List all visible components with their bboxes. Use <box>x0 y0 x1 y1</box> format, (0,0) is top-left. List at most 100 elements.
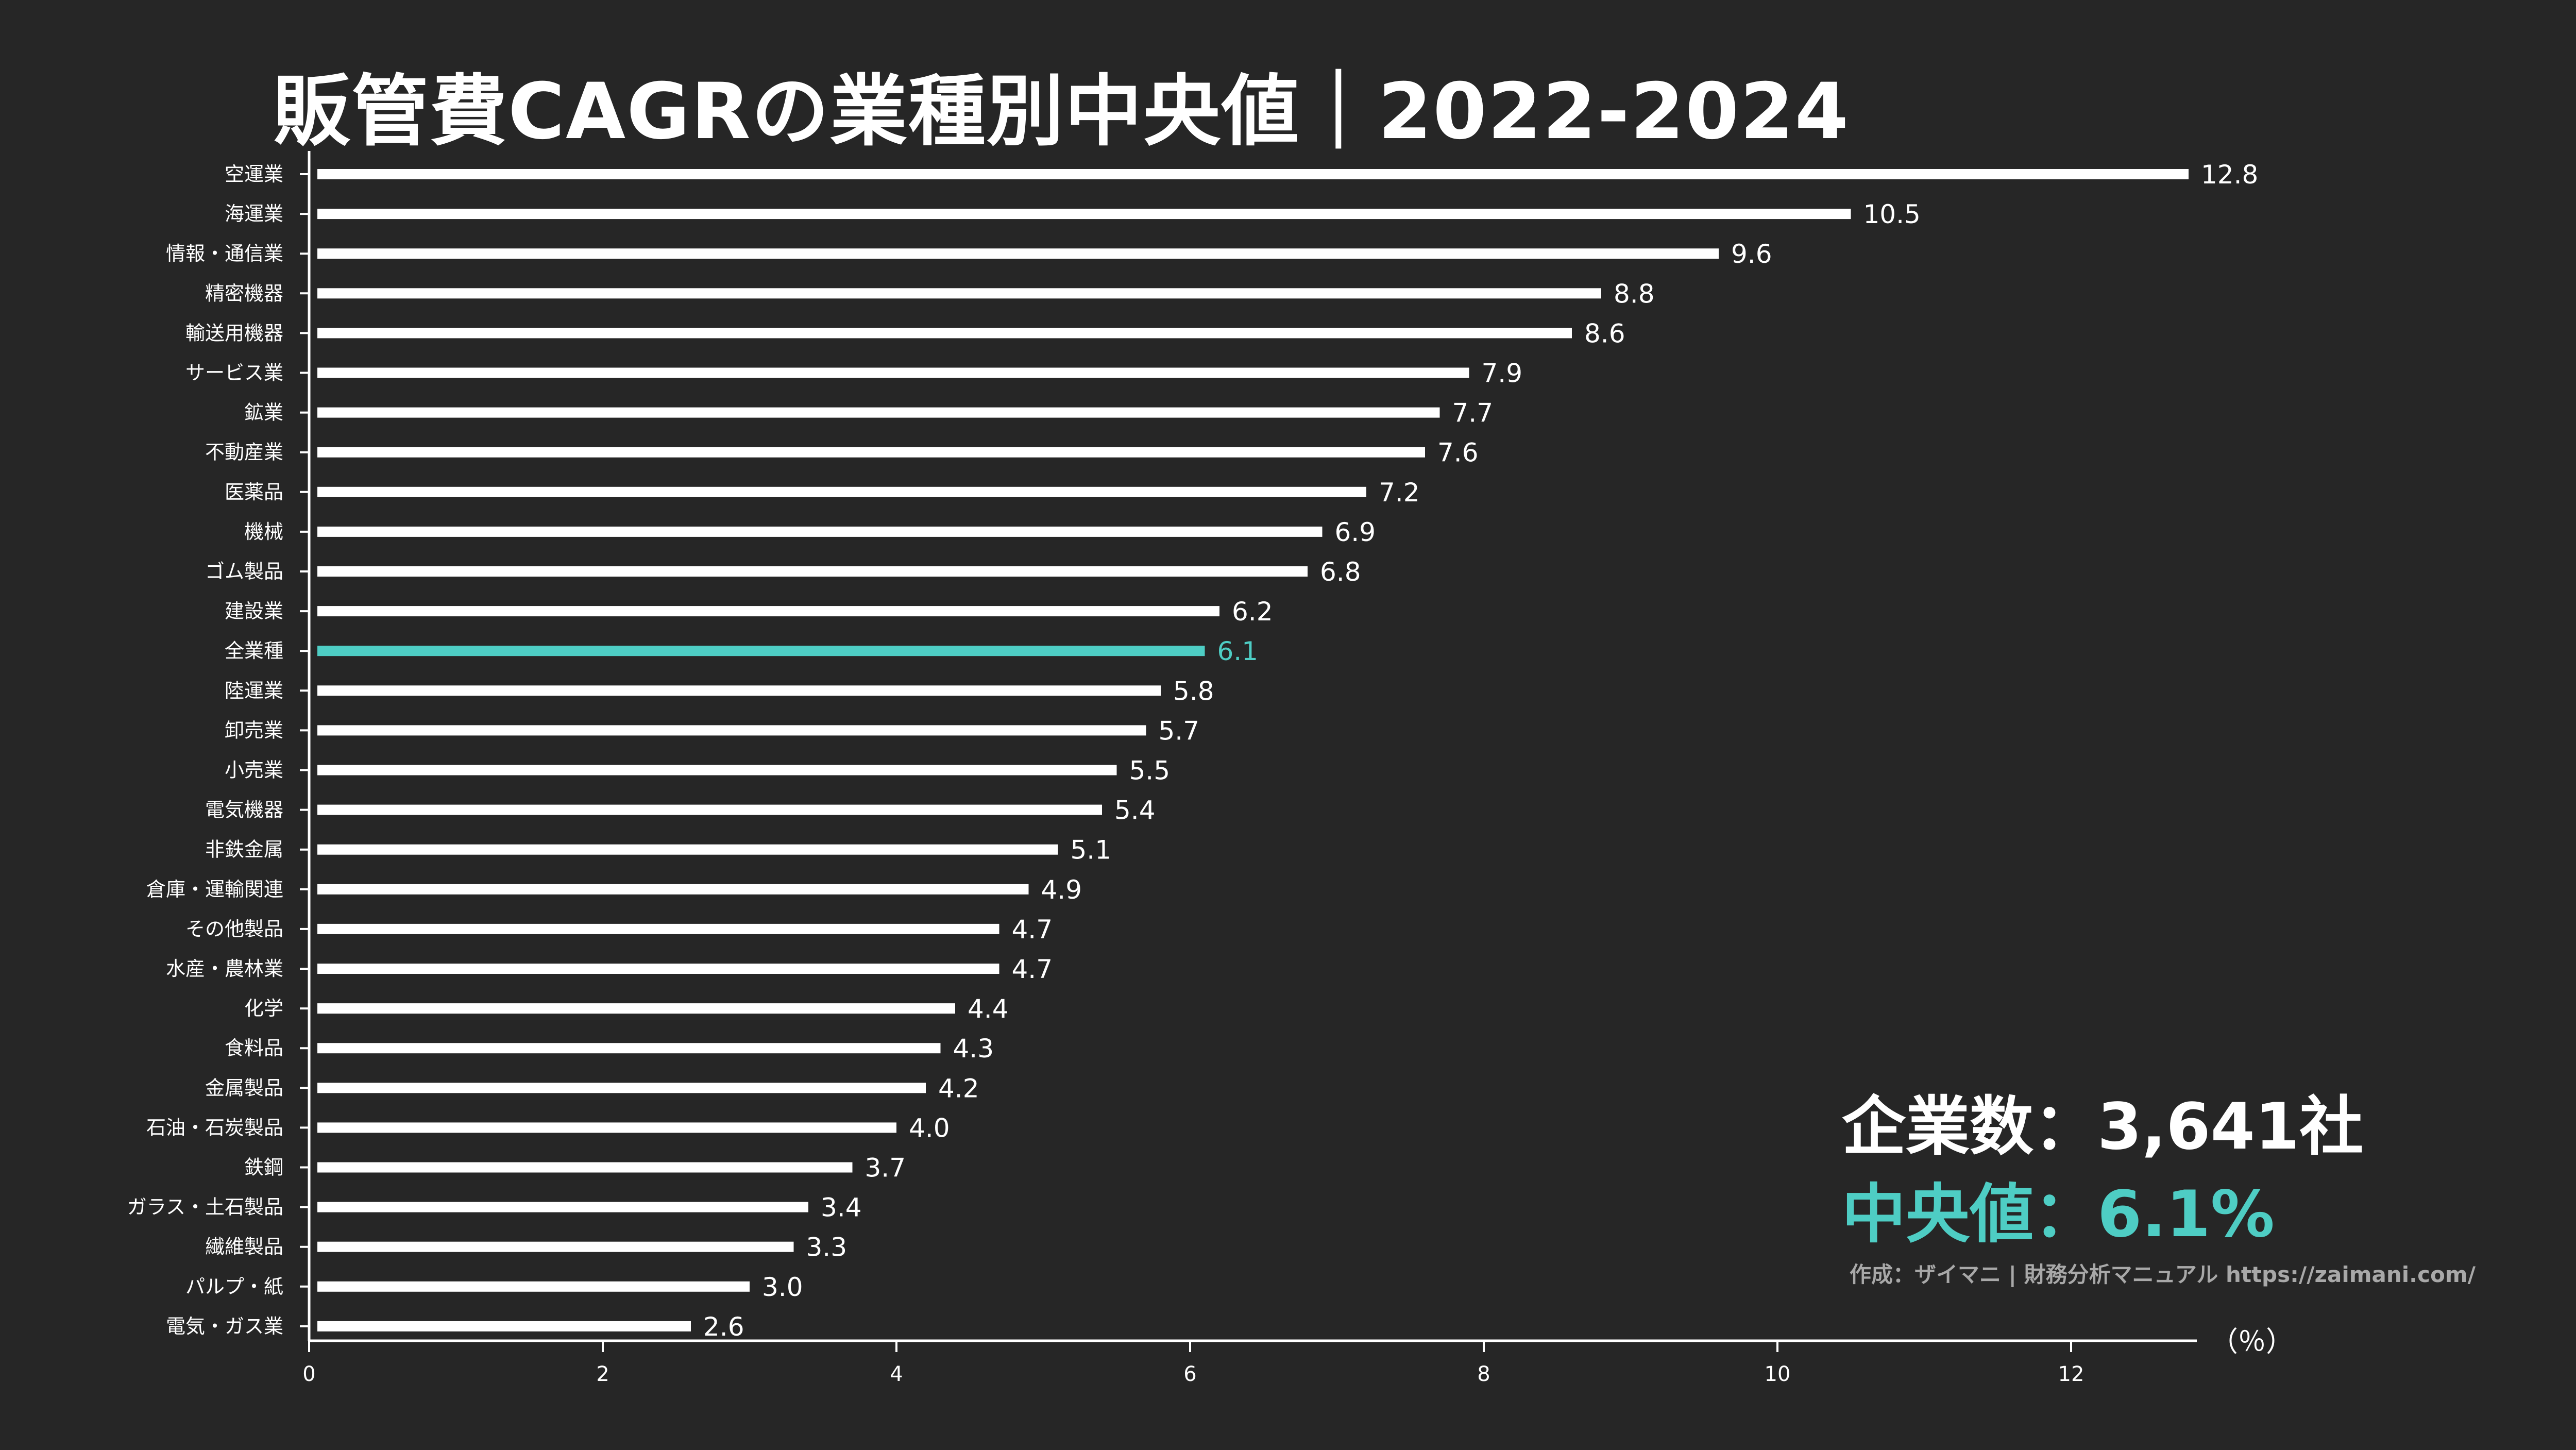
y-tick-label: 電気機器 <box>205 799 283 821</box>
bar <box>317 844 1058 855</box>
y-tick-label: 精密機器 <box>205 282 283 305</box>
y-tick-label: 卸売業 <box>225 719 283 741</box>
bar <box>317 725 1146 736</box>
value-label: 3.3 <box>806 1233 848 1262</box>
chart-title: 販管費CAGRの業種別中央値｜2022-2024 <box>273 67 1850 157</box>
bar <box>317 1321 691 1331</box>
value-label: 10.5 <box>1863 199 1921 229</box>
company-count-summary: 企業数：3,641社 <box>1842 1074 2363 1167</box>
y-tick-label: 電気・ガス業 <box>166 1315 283 1338</box>
bar <box>317 328 1572 339</box>
y-tick-label: 石油・石炭製品 <box>146 1116 283 1139</box>
y-tick-label: 建設業 <box>225 600 283 622</box>
median-summary: 中央値：6.1% <box>1842 1162 2275 1255</box>
value-label: 6.8 <box>1320 557 1361 587</box>
value-label: 8.8 <box>1614 279 1655 309</box>
y-tick-label: 機械 <box>244 520 283 543</box>
bar <box>317 407 1440 418</box>
y-tick-label: 海運業 <box>225 203 283 225</box>
bar <box>317 606 1219 617</box>
bar <box>317 1043 941 1054</box>
y-tick-label: 陸運業 <box>225 679 283 702</box>
value-label: 7.7 <box>1452 398 1494 428</box>
x-tick-label: 8 <box>1477 1362 1490 1386</box>
value-label: 8.6 <box>1584 318 1625 348</box>
company-count-value: 3,641社 <box>2097 1090 2364 1164</box>
y-tick-label: サービス業 <box>185 362 283 384</box>
bar <box>317 1162 853 1173</box>
y-tick-label: パルプ・紙 <box>185 1275 283 1298</box>
value-label: 7.2 <box>1379 478 1420 508</box>
highlight-bar <box>317 646 1205 656</box>
bar <box>317 964 999 974</box>
value-label: 5.8 <box>1173 676 1214 706</box>
bar <box>317 288 1601 299</box>
y-tick-label: 倉庫・運輸関連 <box>146 878 283 901</box>
bar <box>317 447 1425 458</box>
value-label: 4.7 <box>1012 954 1053 984</box>
bar <box>317 923 999 934</box>
value-label: 4.4 <box>968 994 1009 1024</box>
bar <box>317 685 1161 696</box>
value-label: 5.7 <box>1159 716 1200 746</box>
value-label: 4.2 <box>938 1073 979 1103</box>
y-tick-label: 輸送用機器 <box>185 322 283 344</box>
y-tick-label: 鉱業 <box>244 401 283 424</box>
y-tick-label: 医薬品 <box>225 481 283 503</box>
y-tick-label: 非鉄金属 <box>205 838 283 861</box>
bar <box>317 486 1366 497</box>
value-label: 5.4 <box>1114 796 1156 825</box>
value-label: 9.6 <box>1731 239 1772 269</box>
value-label: 3.0 <box>762 1272 803 1302</box>
x-axis-unit-label: （％） <box>2210 1325 2294 1358</box>
y-tick-label: 全業種 <box>225 639 283 662</box>
value-label: 6.1 <box>1217 636 1259 666</box>
value-label: 2.6 <box>703 1312 744 1342</box>
value-label: 3.4 <box>821 1193 862 1223</box>
y-tick-label: 金属製品 <box>205 1076 283 1099</box>
value-label: 4.0 <box>909 1113 950 1143</box>
value-label: 12.8 <box>2201 160 2258 190</box>
y-tick-label: 化学 <box>244 997 283 1020</box>
bar <box>317 566 1308 577</box>
y-tick-label: 鉄鋼 <box>244 1156 283 1179</box>
value-label: 6.9 <box>1335 517 1376 547</box>
y-tick-label: 繊維製品 <box>205 1236 283 1258</box>
value-label: 7.9 <box>1482 359 1523 389</box>
x-tick-label: 0 <box>302 1362 315 1386</box>
bar <box>317 765 1117 775</box>
credit-text: 作成：ザイマニ | 財務分析マニュアル https://zaimani.com/ <box>1850 1262 2476 1287</box>
median-value: 6.1% <box>2097 1177 2275 1252</box>
value-label: 6.2 <box>1232 597 1273 627</box>
bar <box>317 367 1469 378</box>
y-tick-label: 空運業 <box>225 163 283 186</box>
bar <box>317 1083 926 1093</box>
y-tick-label: 不動産業 <box>205 441 283 464</box>
y-tick-label: 食料品 <box>225 1037 283 1059</box>
value-label: 4.3 <box>953 1034 994 1064</box>
median-label: 中央値： <box>1842 1177 2098 1252</box>
x-tick-label: 12 <box>2058 1362 2084 1386</box>
bar <box>317 1122 896 1133</box>
bar <box>317 804 1102 815</box>
value-label: 3.7 <box>865 1153 906 1183</box>
bar <box>317 169 2189 179</box>
y-tick-label: 情報・通信業 <box>166 242 283 265</box>
y-tick-label: 小売業 <box>225 759 283 782</box>
value-label: 5.1 <box>1071 835 1112 865</box>
bar <box>317 884 1029 895</box>
x-tick-label: 4 <box>890 1362 903 1386</box>
x-tick-label: 10 <box>1765 1362 1791 1386</box>
x-tick-label: 2 <box>596 1362 609 1386</box>
y-tick-label: ガラス・土石製品 <box>127 1196 283 1219</box>
value-label: 4.9 <box>1041 875 1082 905</box>
bar <box>317 248 1719 259</box>
value-label: 5.5 <box>1129 756 1171 786</box>
y-tick-label: ゴム製品 <box>205 560 283 583</box>
value-label: 7.6 <box>1437 438 1479 468</box>
bar <box>317 209 1851 220</box>
value-label: 4.7 <box>1012 915 1053 945</box>
x-tick-label: 6 <box>1183 1362 1196 1386</box>
